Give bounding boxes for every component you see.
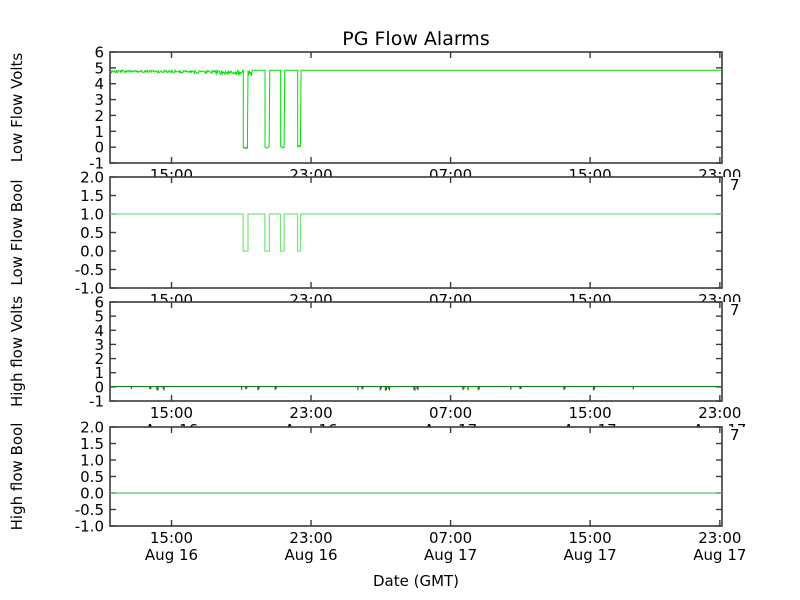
x-tick-label-time: 23:00 [289, 404, 332, 422]
x-tick-label-time: 15:00 [568, 404, 611, 422]
y-tick-label: 2 [94, 350, 104, 368]
clipped-date-fragment: 7 [730, 301, 740, 319]
y-tick-label: -1.0 [75, 280, 104, 298]
y-tick-label: 6 [94, 44, 104, 62]
y-tick-label: -0.5 [75, 501, 104, 519]
y-tick-label: -1 [89, 393, 104, 411]
axes-frame [109, 301, 723, 402]
subplot-3: -1.0-0.50.00.51.01.52.0 High flow Bool 15:… [8, 419, 746, 565]
y-tick-label: 0.0 [80, 485, 104, 503]
y-tick-label: 1.0 [80, 452, 104, 470]
clipped-date-fragment: 7 [730, 426, 740, 444]
x-tick-label-time: 07:00 [429, 529, 472, 547]
x-tick-label-date: Aug 17 [424, 546, 477, 564]
x-tick-label-time: 23:00 [289, 529, 332, 547]
x-tick-label-time: 15:00 [150, 529, 193, 547]
x-tick-label-date: Aug 17 [564, 546, 617, 564]
y-tick-label: -0.5 [75, 261, 104, 279]
y-tick-label: -1.0 [75, 518, 104, 536]
y-tick-label: 1.5 [80, 435, 104, 453]
data-trace-2 [110, 385, 722, 391]
y-tick-label: 1.5 [80, 187, 104, 205]
x-tick-label-date: Aug 16 [145, 546, 198, 564]
y-axis-label: High flow Bool [8, 423, 26, 531]
x-tick-label-date: Aug 17 [693, 546, 746, 564]
y-tick-label: -1 [89, 155, 104, 173]
x-tick-label-time: 23:00 [698, 529, 741, 547]
data-trace-1 [110, 213, 722, 252]
axes-frame [109, 51, 723, 164]
figure-title: PG Flow Alarms [342, 28, 489, 50]
y-tick-label: 3 [94, 91, 104, 109]
y-tick-label: 0.5 [80, 224, 104, 242]
y-axis-label: Low Flow Volts [8, 53, 26, 163]
y-tick-label: 5 [94, 308, 104, 326]
x-axis-label: Date (GMT) [373, 572, 459, 590]
y-axis-label: High flow Volts [8, 296, 26, 407]
y-tick-label: 2 [94, 107, 104, 125]
x-tick-label-time: 23:00 [698, 404, 741, 422]
panel-overlap-mask [0, 427, 800, 600]
x-tick-label-time: 15:00 [150, 404, 193, 422]
y-tick-label: 0 [94, 378, 104, 396]
y-tick-label: 1.0 [80, 206, 104, 224]
x-tick-label-time: 15:00 [568, 529, 611, 547]
x-tick-label-date: Aug 16 [284, 546, 337, 564]
clipped-date-fragment: 7 [730, 176, 740, 194]
y-tick-label: 2.0 [80, 169, 104, 187]
y-tick-label: 1 [94, 364, 104, 382]
y-tick-label: 3 [94, 336, 104, 354]
y-tick-label: 0.5 [80, 468, 104, 486]
y-tick-label: 4 [94, 75, 104, 93]
y-tick-label: 1 [94, 123, 104, 141]
y-tick-label: 5 [94, 59, 104, 77]
y-tick-label: 0 [94, 139, 104, 157]
x-tick-label-time: 07:00 [429, 404, 472, 422]
y-tick-label: 2.0 [80, 419, 104, 437]
data-trace-0 [109, 68, 722, 150]
y-axis-label: Low Flow Bool [8, 179, 26, 285]
y-tick-label: 6 [94, 294, 104, 312]
y-tick-label: 0.0 [80, 243, 104, 261]
y-tick-label: 4 [94, 322, 104, 340]
